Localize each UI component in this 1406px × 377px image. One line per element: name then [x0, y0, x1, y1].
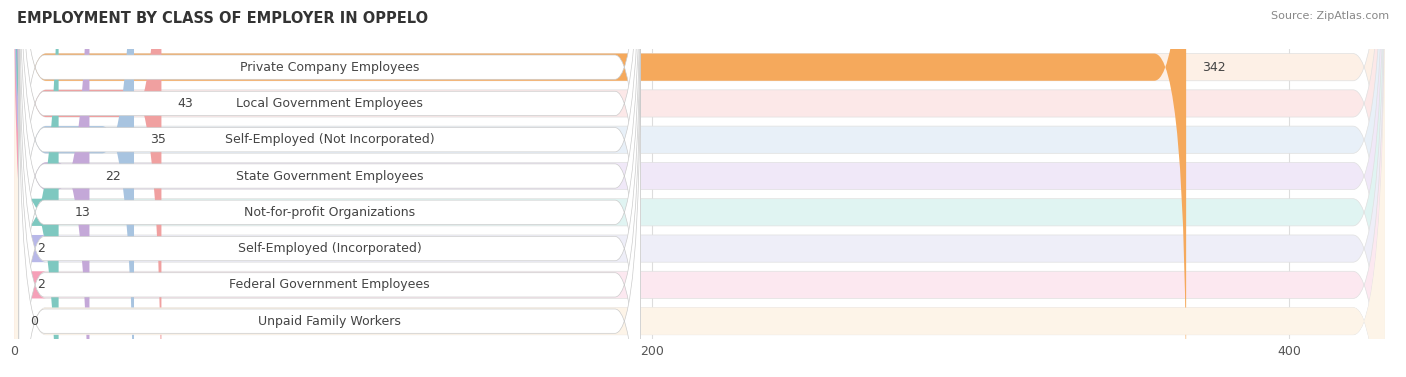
FancyBboxPatch shape — [14, 0, 1187, 377]
FancyBboxPatch shape — [0, 0, 46, 377]
FancyBboxPatch shape — [18, 0, 641, 377]
FancyBboxPatch shape — [18, 7, 641, 377]
FancyBboxPatch shape — [14, 0, 1385, 377]
FancyBboxPatch shape — [18, 0, 641, 377]
FancyBboxPatch shape — [14, 0, 59, 377]
Text: Unpaid Family Workers: Unpaid Family Workers — [259, 315, 401, 328]
FancyBboxPatch shape — [18, 43, 641, 377]
FancyBboxPatch shape — [14, 0, 1385, 377]
FancyBboxPatch shape — [14, 0, 1385, 377]
FancyBboxPatch shape — [14, 0, 1385, 377]
FancyBboxPatch shape — [0, 0, 46, 377]
Text: 13: 13 — [75, 206, 90, 219]
Text: 2: 2 — [37, 278, 45, 291]
Text: State Government Employees: State Government Employees — [236, 170, 423, 182]
Text: 22: 22 — [105, 170, 121, 182]
FancyBboxPatch shape — [14, 0, 1385, 377]
Text: 43: 43 — [177, 97, 193, 110]
Text: Self-Employed (Not Incorporated): Self-Employed (Not Incorporated) — [225, 133, 434, 146]
Text: 342: 342 — [1202, 61, 1226, 74]
FancyBboxPatch shape — [14, 0, 1385, 377]
Text: Not-for-profit Organizations: Not-for-profit Organizations — [245, 206, 415, 219]
Text: 2: 2 — [37, 242, 45, 255]
Text: Self-Employed (Incorporated): Self-Employed (Incorporated) — [238, 242, 422, 255]
FancyBboxPatch shape — [14, 0, 1385, 377]
FancyBboxPatch shape — [18, 0, 641, 345]
Text: Private Company Employees: Private Company Employees — [240, 61, 419, 74]
FancyBboxPatch shape — [14, 0, 1385, 377]
FancyBboxPatch shape — [18, 0, 641, 377]
Text: 35: 35 — [150, 133, 166, 146]
Text: Local Government Employees: Local Government Employees — [236, 97, 423, 110]
Text: EMPLOYMENT BY CLASS OF EMPLOYER IN OPPELO: EMPLOYMENT BY CLASS OF EMPLOYER IN OPPEL… — [17, 11, 427, 26]
FancyBboxPatch shape — [14, 0, 134, 377]
Text: 0: 0 — [30, 315, 38, 328]
FancyBboxPatch shape — [14, 0, 162, 377]
FancyBboxPatch shape — [14, 0, 1385, 377]
Text: Source: ZipAtlas.com: Source: ZipAtlas.com — [1271, 11, 1389, 21]
FancyBboxPatch shape — [14, 0, 90, 377]
Text: Federal Government Employees: Federal Government Employees — [229, 278, 430, 291]
FancyBboxPatch shape — [18, 0, 641, 377]
FancyBboxPatch shape — [18, 0, 641, 377]
